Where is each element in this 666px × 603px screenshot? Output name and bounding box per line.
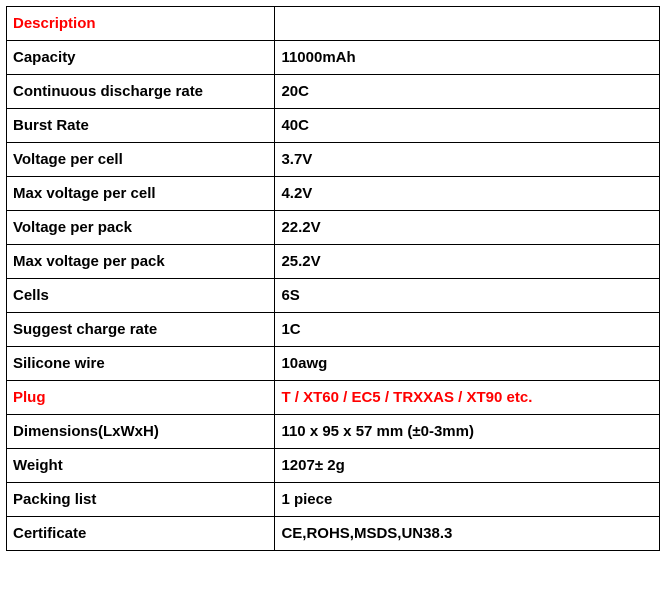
table-row: Packing list1 piece — [7, 483, 660, 517]
row-label: Voltage per cell — [7, 143, 275, 177]
row-value: 1 piece — [275, 483, 660, 517]
row-label: Dimensions(LxWxH) — [7, 415, 275, 449]
table-row: Voltage per cell3.7V — [7, 143, 660, 177]
table-row: Cells6S — [7, 279, 660, 313]
table-row: Silicone wire10awg — [7, 347, 660, 381]
row-value: 4.2V — [275, 177, 660, 211]
row-label: Max voltage per pack — [7, 245, 275, 279]
row-value: 11000mAh — [275, 41, 660, 75]
row-label: Cells — [7, 279, 275, 313]
table-row: Burst Rate40C — [7, 109, 660, 143]
row-value: 6S — [275, 279, 660, 313]
row-value: 25.2V — [275, 245, 660, 279]
row-value: 1C — [275, 313, 660, 347]
row-value: 20C — [275, 75, 660, 109]
row-label: Max voltage per cell — [7, 177, 275, 211]
row-value — [275, 7, 660, 41]
row-value: 110 x 95 x 57 mm (±0-3mm) — [275, 415, 660, 449]
table-row: Continuous discharge rate20C — [7, 75, 660, 109]
table-row: Suggest charge rate1C — [7, 313, 660, 347]
row-value: 22.2V — [275, 211, 660, 245]
table-row: Max voltage per pack25.2V — [7, 245, 660, 279]
row-value: 40C — [275, 109, 660, 143]
table-row: Weight1207± 2g — [7, 449, 660, 483]
row-label: Silicone wire — [7, 347, 275, 381]
row-label: Burst Rate — [7, 109, 275, 143]
row-label: Continuous discharge rate — [7, 75, 275, 109]
table-row: Max voltage per cell4.2V — [7, 177, 660, 211]
row-label: Voltage per pack — [7, 211, 275, 245]
row-value: 3.7V — [275, 143, 660, 177]
table-row: CertificateCE,ROHS,MSDS,UN38.3 — [7, 517, 660, 551]
row-value: T / XT60 / EC5 / TRXXAS / XT90 etc. — [275, 381, 660, 415]
table-row: Capacity11000mAh — [7, 41, 660, 75]
row-label: Description — [7, 7, 275, 41]
row-value: 1207± 2g — [275, 449, 660, 483]
row-label: Suggest charge rate — [7, 313, 275, 347]
table-row: Description — [7, 7, 660, 41]
table-row: Dimensions(LxWxH)110 x 95 x 57 mm (±0-3m… — [7, 415, 660, 449]
row-value: 10awg — [275, 347, 660, 381]
row-label: Packing list — [7, 483, 275, 517]
row-value: CE,ROHS,MSDS,UN38.3 — [275, 517, 660, 551]
row-label: Weight — [7, 449, 275, 483]
row-label: Plug — [7, 381, 275, 415]
spec-table: Description Capacity11000mAh Continuous … — [6, 6, 660, 551]
row-label: Capacity — [7, 41, 275, 75]
table-row: Voltage per pack22.2V — [7, 211, 660, 245]
spec-table-body: Description Capacity11000mAh Continuous … — [7, 7, 660, 551]
row-label: Certificate — [7, 517, 275, 551]
table-row: PlugT / XT60 / EC5 / TRXXAS / XT90 etc. — [7, 381, 660, 415]
